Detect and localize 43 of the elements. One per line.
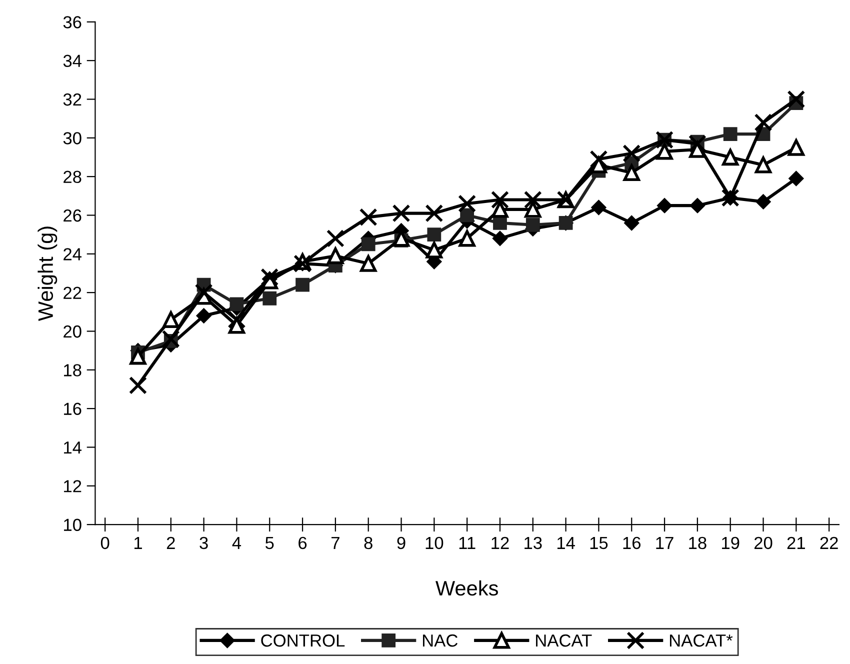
x-tick-label: 22 — [820, 536, 838, 549]
y-axis-title: Weight (g) — [38, 226, 58, 322]
x-tick-label: 11 — [459, 537, 476, 549]
y-tick-label: 32 — [63, 93, 82, 106]
x-tick-label: 10 — [426, 536, 444, 550]
y-tick-label: 10 — [64, 518, 82, 532]
x-tick-label: 18 — [689, 536, 706, 550]
x-tick-label: 14 — [557, 537, 575, 549]
y-tick-label: 18 — [64, 364, 82, 376]
x-tick-label: 5 — [265, 537, 274, 550]
x-tick-label: 1 — [134, 537, 142, 549]
y-tick-label: 34 — [63, 54, 82, 68]
x-tick-label: 7 — [332, 537, 340, 549]
x-tick-label: 13 — [524, 536, 542, 550]
y-tick-label: 22 — [64, 286, 82, 299]
x-tick-label: 8 — [364, 536, 372, 550]
x-tick-label: 2 — [166, 536, 175, 549]
y-tick-label: 12 — [64, 480, 82, 492]
x-tick-label: 20 — [754, 536, 772, 550]
x-tick-label: 4 — [232, 537, 242, 549]
legend-label: NACAT* — [670, 634, 733, 647]
x-tick-label: 15 — [590, 537, 608, 550]
x-axis-title: Weeks — [436, 580, 498, 596]
y-tick-label: 20 — [64, 325, 82, 338]
x-tick-label: 12 — [492, 536, 509, 549]
y-tick-label: 26 — [64, 209, 82, 222]
y-tick-label: 16 — [64, 402, 82, 416]
legend-label: NACAT — [536, 634, 592, 647]
x-tick-label: 0 — [100, 536, 110, 550]
y-tick-label: 30 — [63, 132, 82, 144]
y-tick-label: 36 — [63, 16, 82, 28]
x-tick-label: 21 — [787, 536, 805, 549]
x-tick-label: 3 — [200, 536, 208, 550]
x-tick-label: 19 — [722, 536, 740, 550]
legend-label: NAC — [422, 634, 458, 647]
x-tick-label: 9 — [397, 536, 406, 550]
x-tick-label: 16 — [623, 536, 641, 550]
x-tick-label: 6 — [298, 536, 307, 550]
y-tick-label: 28 — [64, 170, 82, 184]
y-tick-label: 14 — [64, 442, 82, 454]
x-tick-label: 17 — [656, 537, 674, 549]
y-tick-label: 24 — [64, 248, 82, 260]
legend-label: CONTROL — [261, 634, 345, 647]
